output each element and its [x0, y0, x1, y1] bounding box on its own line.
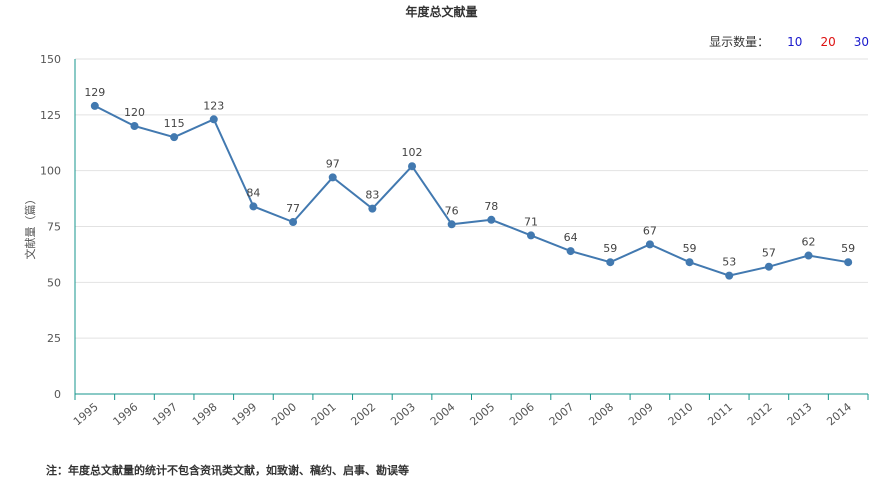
series-line	[94, 105, 849, 277]
data-point	[368, 204, 377, 213]
data-label: 129	[84, 86, 105, 99]
x-tick-label: 1998	[190, 400, 220, 428]
count-selector-label: 显示数量：	[709, 35, 770, 49]
data-point	[209, 115, 218, 124]
data-point	[90, 101, 99, 110]
count-selector: 显示数量： 10 20 30	[709, 33, 869, 50]
data-label: 59	[683, 242, 697, 255]
chart-title: 年度总文献量	[405, 5, 478, 19]
data-label: 77	[286, 202, 300, 215]
data-point	[447, 220, 456, 229]
y-tick-label: 50	[47, 276, 61, 289]
x-tick-label: 2006	[507, 400, 537, 428]
data-point	[764, 262, 773, 271]
count-option-10[interactable]: 10	[787, 34, 803, 49]
y-tick-label: 100	[40, 165, 61, 178]
data-label: 53	[722, 256, 736, 269]
data-label: 67	[643, 224, 657, 237]
data-label: 62	[802, 236, 816, 249]
data-label: 120	[124, 106, 145, 119]
x-tick-label: 2008	[586, 400, 616, 428]
x-tick-label: 2003	[388, 400, 418, 428]
data-label: 64	[564, 231, 578, 244]
data-label: 102	[402, 146, 423, 159]
x-tick-label: 2005	[467, 400, 497, 428]
data-point	[844, 258, 853, 267]
data-point	[328, 173, 337, 182]
x-tick-label: 1995	[71, 400, 101, 428]
x-tick-label: 2010	[666, 400, 696, 428]
data-label: 76	[445, 204, 459, 217]
data-label: 57	[762, 247, 776, 260]
data-label: 59	[603, 242, 617, 255]
data-label: 59	[841, 242, 855, 255]
x-tick-label: 2012	[745, 400, 775, 428]
x-tick-label: 2011	[705, 400, 735, 428]
data-label: 97	[326, 157, 340, 170]
y-tick-label: 25	[47, 332, 61, 345]
x-tick-label: 2001	[309, 400, 339, 428]
x-tick-label: 1999	[230, 400, 260, 428]
data-point	[487, 215, 496, 224]
x-tick-label: 2013	[785, 400, 815, 428]
data-point	[526, 231, 535, 240]
data-label: 84	[246, 186, 260, 199]
data-point	[408, 162, 417, 171]
data-point	[606, 258, 615, 267]
data-point	[725, 271, 734, 280]
data-point	[804, 251, 813, 260]
x-tick-label: 2000	[269, 400, 299, 428]
y-axis-label: 文献量（篇）	[23, 194, 37, 260]
x-tick-label: 1996	[111, 400, 141, 428]
count-option-30[interactable]: 30	[853, 34, 869, 49]
x-tick-label: 2014	[824, 400, 854, 428]
y-tick-label: 150	[40, 53, 61, 66]
data-point	[685, 258, 694, 267]
y-tick-label: 0	[54, 388, 61, 401]
data-point	[130, 122, 139, 130]
count-option-20[interactable]: 20	[820, 34, 836, 49]
x-tick-label: 2002	[348, 400, 378, 428]
data-point	[289, 218, 298, 227]
data-label: 115	[164, 117, 185, 130]
data-point	[249, 202, 258, 211]
x-tick-label: 2007	[547, 400, 577, 428]
data-point	[645, 240, 654, 249]
y-tick-label: 75	[47, 221, 61, 234]
data-label: 78	[484, 200, 498, 213]
data-label: 71	[524, 215, 538, 228]
x-tick-label: 2004	[428, 400, 458, 428]
data-label: 123	[203, 99, 224, 112]
data-point	[566, 247, 575, 256]
data-point	[170, 133, 179, 142]
data-label: 83	[365, 189, 379, 202]
x-tick-label: 1997	[150, 400, 180, 428]
footnote: 注：年度总文献量的统计不包含资讯类文献，如致谢、稿约、启事、勘误等	[46, 464, 409, 477]
x-tick-label: 2009	[626, 400, 656, 428]
y-tick-label: 125	[40, 109, 61, 122]
